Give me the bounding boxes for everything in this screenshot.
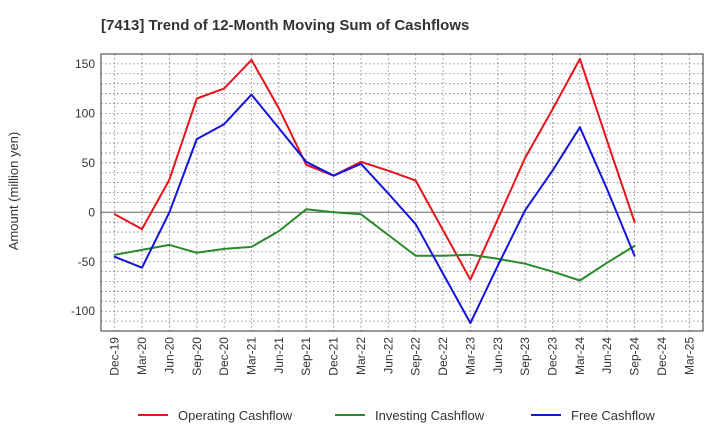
x-tick-label: Mar-21 xyxy=(245,337,259,375)
x-tick-label: Dec-20 xyxy=(217,337,231,376)
grid-layer xyxy=(101,53,703,332)
x-tick-label: Dec-22 xyxy=(436,337,450,376)
x-tick-label: Mar-22 xyxy=(354,337,368,375)
y-tick-label: -50 xyxy=(78,255,96,269)
x-tick-label: Dec-24 xyxy=(655,337,669,376)
legend-label-investing-cashflow: Investing Cashflow xyxy=(375,408,485,423)
y-axis-ticks: 150 100 50 0 -50 -100 xyxy=(71,57,95,318)
x-tick-label: Mar-25 xyxy=(682,337,696,375)
plot-frame xyxy=(100,53,704,332)
operating-cashflow-line xyxy=(113,57,636,281)
y-axis-label: Amount (million yen) xyxy=(6,132,21,251)
y-tick-label: 150 xyxy=(75,57,95,71)
x-tick-label: Jun-23 xyxy=(491,337,505,374)
x-axis-ticks: Dec-19 Mar-20 Jun-20 Sep-20 Dec-20 Mar-21 Jun-… xyxy=(108,337,697,376)
y-tick-label: 50 xyxy=(82,156,96,170)
legend: Operating Cashflow Investing Cashflow Free… xyxy=(138,408,655,423)
x-tick-label: Jun-22 xyxy=(381,337,395,374)
x-tick-label: Mar-23 xyxy=(463,337,477,375)
investing-cashflow-line xyxy=(113,208,636,282)
x-tick-label: Dec-23 xyxy=(546,337,560,376)
series-layer xyxy=(113,57,636,325)
x-tick-label: Mar-20 xyxy=(135,337,149,375)
legend-label-operating-cashflow: Operating Cashflow xyxy=(178,408,293,423)
x-tick-label: Sep-23 xyxy=(518,337,532,376)
chart-title: [7413] Trend of 12-Month Moving Sum of C… xyxy=(101,17,469,34)
x-tick-label: Jun-21 xyxy=(272,337,286,374)
x-tick-label: Sep-22 xyxy=(409,337,423,376)
x-tick-label: Dec-19 xyxy=(108,337,122,376)
legend-label-free-cashflow: Free Cashflow xyxy=(571,408,655,423)
x-tick-label: Mar-24 xyxy=(573,337,587,375)
y-tick-label: 0 xyxy=(88,205,95,219)
x-tick-label: Dec-21 xyxy=(327,337,341,376)
free-cashflow-line xyxy=(113,93,636,325)
y-tick-label: 100 xyxy=(75,106,95,120)
x-tick-label: Sep-24 xyxy=(628,337,642,376)
x-tick-label: Jun-24 xyxy=(600,337,614,374)
x-tick-label: Sep-21 xyxy=(299,337,313,376)
x-tick-label: Jun-20 xyxy=(162,337,176,374)
x-tick-label: Sep-20 xyxy=(190,337,204,376)
y-tick-label: -100 xyxy=(71,304,95,318)
